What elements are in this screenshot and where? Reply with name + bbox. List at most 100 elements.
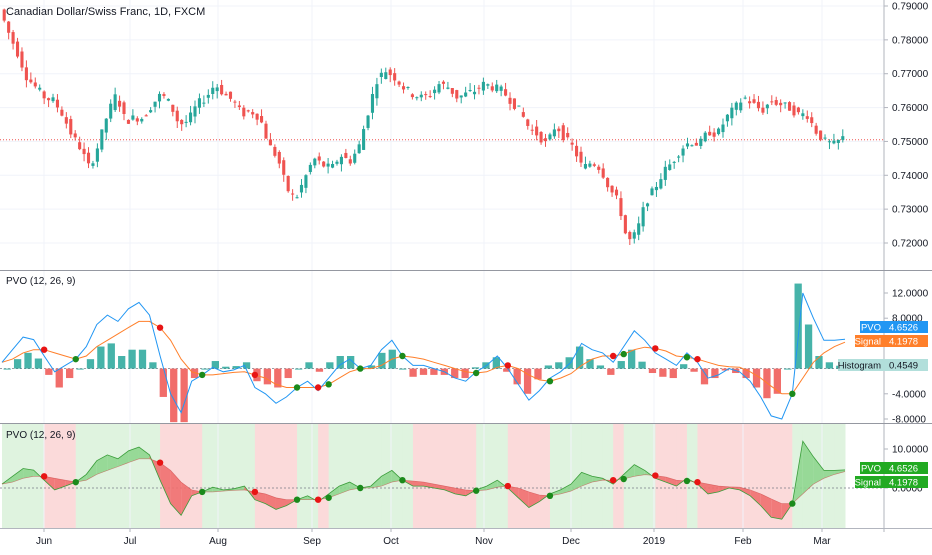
pvo-signal-fill xyxy=(86,460,97,481)
candle-body xyxy=(490,86,494,91)
histogram-bar xyxy=(222,366,230,369)
candle-body xyxy=(566,132,570,138)
pvo-band-segment xyxy=(181,424,193,528)
histogram-bar xyxy=(648,368,657,374)
histogram-bar xyxy=(690,368,698,372)
pvo-band-segment xyxy=(297,424,309,528)
histogram-bar xyxy=(721,368,729,371)
candle-body xyxy=(335,161,339,164)
pvo-band-segment xyxy=(771,424,783,528)
histogram-bar xyxy=(170,368,178,423)
pvo-band-segment xyxy=(718,424,730,528)
candle-body xyxy=(370,94,375,113)
pvo-signal-fill xyxy=(117,450,129,467)
candle-body xyxy=(428,96,432,98)
pvo-band-segment xyxy=(613,424,625,528)
histogram-bar xyxy=(825,362,834,369)
candle-body xyxy=(100,129,104,150)
candle-body xyxy=(668,164,672,171)
candle-body xyxy=(570,142,574,145)
candle-body xyxy=(614,189,619,196)
pvo-band-segment xyxy=(476,424,488,528)
pvo-band-segment xyxy=(149,424,161,528)
candle-body xyxy=(535,126,539,136)
candle-body xyxy=(104,118,108,133)
pvo-band-segment xyxy=(834,424,846,528)
pvo-signal-fill xyxy=(760,493,772,518)
pvo2-signal-tag-value: 4.1978 xyxy=(889,478,918,489)
crossover-dot xyxy=(293,496,301,503)
candle-body xyxy=(64,117,68,124)
crossover-dot xyxy=(357,365,364,372)
histogram-bar xyxy=(461,368,469,379)
pvo-signal-fill xyxy=(823,470,835,479)
histogram-bar xyxy=(544,365,553,369)
candle-body xyxy=(228,91,233,99)
candle-body xyxy=(770,101,774,103)
candle-body xyxy=(508,97,512,104)
candle-body xyxy=(171,104,175,112)
candle-body xyxy=(575,145,579,157)
histogram-bar xyxy=(638,361,646,369)
pvo1-signal-tag-label: Signal xyxy=(855,337,881,348)
pvo-signal-fill xyxy=(44,476,55,490)
pvo-band-segment xyxy=(318,424,330,528)
histogram-bar xyxy=(34,358,43,369)
pvo-signal-fill xyxy=(96,454,108,475)
candle-body xyxy=(588,163,592,167)
pvo-band-segment xyxy=(686,424,698,528)
candle-body xyxy=(211,87,215,94)
candle-body xyxy=(459,95,463,98)
candle-body xyxy=(419,94,423,98)
candle-body xyxy=(260,116,264,123)
histogram-bar xyxy=(284,368,292,379)
pvo-band-segment xyxy=(307,424,319,528)
histogram-bar xyxy=(752,368,761,388)
histogram-bar xyxy=(45,368,53,375)
pvo1-tick-label: -8.0000 xyxy=(892,415,926,426)
pvo1-histogram-tag-label-bg xyxy=(838,359,884,371)
candle-body xyxy=(632,232,636,239)
histogram-bar xyxy=(669,368,677,379)
candle-body xyxy=(47,98,51,101)
crossover-dot xyxy=(72,478,79,486)
candle-body xyxy=(180,119,184,125)
crossover-dot xyxy=(546,378,554,385)
candle-body xyxy=(606,177,610,188)
candle-body xyxy=(677,156,681,158)
pvo1-histogram-tag-value: 0.4549 xyxy=(889,361,918,372)
histogram-bar xyxy=(680,364,688,369)
crossover-dot xyxy=(504,482,511,490)
candle-body xyxy=(823,137,827,139)
time-tick-label: Jun xyxy=(36,536,52,547)
price-tick-label: 0.73000 xyxy=(892,205,929,216)
candle-body xyxy=(548,134,552,140)
histogram-bar xyxy=(523,368,532,394)
pvo-band-segment xyxy=(571,424,583,528)
candle-body xyxy=(330,164,335,168)
pvo-band-segment xyxy=(423,424,435,528)
histogram-bar xyxy=(159,368,167,397)
candle-body xyxy=(619,198,623,217)
candle-body xyxy=(481,81,485,91)
pvo1-histogram-tag-label: Histogram xyxy=(838,361,881,372)
candle-body xyxy=(277,151,281,164)
candle-body xyxy=(539,131,543,143)
pvo-band-segment xyxy=(634,424,646,528)
pvo-band-segment xyxy=(729,424,741,528)
pvo-band-segment xyxy=(602,424,614,528)
histogram-bar xyxy=(534,368,542,380)
pvo-signal-fill xyxy=(528,491,540,508)
candle-body xyxy=(526,119,530,126)
crossover-dot xyxy=(399,352,406,360)
pvo2-pvo-tag-label: PVO xyxy=(861,464,881,475)
signal-area-line xyxy=(1,458,846,504)
candle-body xyxy=(623,215,627,234)
pvo-panel-2-label: PVO (12, 26, 9) xyxy=(6,430,76,441)
pvo-signal-fill xyxy=(275,497,287,510)
pvo-signal-fill xyxy=(265,493,276,510)
histogram-bar xyxy=(97,346,105,369)
value-tags: PVO 4.6526 Signal 4.1978 Histogram 0.4549 PVO 4… xyxy=(838,321,928,489)
pvo-band-segment xyxy=(191,424,203,528)
candle-body xyxy=(543,138,548,142)
